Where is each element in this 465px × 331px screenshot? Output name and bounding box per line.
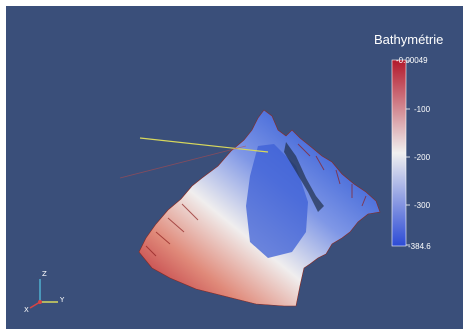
probe-line-yellow	[139, 137, 269, 153]
probe-line-red	[119, 145, 247, 179]
render-viewport[interactable]: Bathymétrie -0.00049 -100 -200 -300 -384…	[6, 6, 463, 329]
legend-color-bar	[391, 59, 407, 247]
axis-label-x: X	[24, 306, 29, 314]
deep-channel	[246, 144, 308, 258]
legend-tick-label: -300	[414, 201, 431, 210]
inner-cliff-shadow	[284, 142, 324, 212]
orientation-axes-widget[interactable]	[29, 279, 58, 309]
legend-tick-label: -100	[414, 105, 431, 114]
axis-label-y: Y	[60, 296, 65, 304]
legend-tick-label: -384.6	[408, 242, 431, 251]
legend-tick-marks	[406, 60, 410, 246]
legend-tick-label: -0.00049	[396, 56, 428, 65]
axis-label-z: Z	[42, 270, 47, 278]
legend-tick-label: -200	[414, 153, 431, 162]
legend-title: Bathymétrie	[374, 32, 444, 47]
terrain-scene	[29, 59, 410, 309]
shore-ridges	[145, 143, 367, 257]
